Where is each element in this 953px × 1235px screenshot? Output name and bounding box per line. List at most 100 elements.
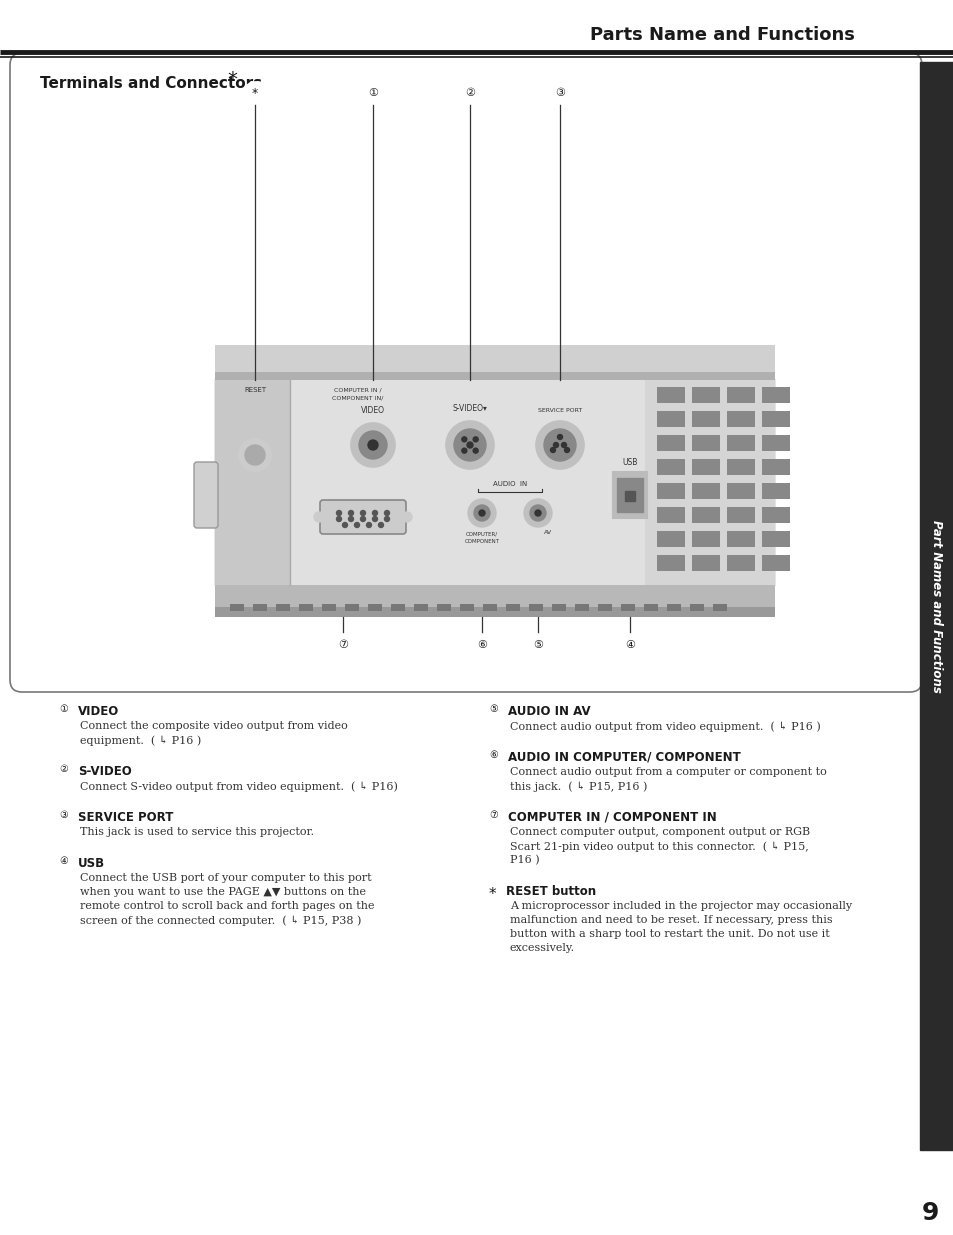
Circle shape [355,522,359,527]
Bar [214,345,774,380]
Text: *: * [488,887,496,902]
Circle shape [56,701,71,718]
Text: excessively.: excessively. [510,944,575,953]
Circle shape [467,442,473,448]
Circle shape [245,445,265,466]
Bar [691,555,720,571]
Text: screen of the connected computer.  ( ↳ P15, P38 ): screen of the connected computer. ( ↳ P1… [80,915,361,925]
Bar [391,604,405,611]
Text: COMPONENT: COMPONENT [464,538,499,543]
Text: AUDIO  IN: AUDIO IN [493,480,527,487]
Text: COMPUTER IN / COMPONENT IN: COMPUTER IN / COMPONENT IN [507,811,716,824]
Bar [726,411,754,427]
FancyBboxPatch shape [319,500,406,534]
Text: Connect the composite video output from video: Connect the composite video output from … [80,721,348,731]
Bar [552,604,565,611]
Text: S-VIDEO: S-VIDEO [78,764,132,778]
Circle shape [358,431,387,459]
Text: P16 ): P16 ) [510,855,539,866]
Bar [322,604,335,611]
Circle shape [361,82,384,104]
Circle shape [550,447,555,452]
Circle shape [473,448,477,453]
Bar [644,380,774,585]
Bar [575,604,588,611]
Circle shape [314,513,324,522]
Circle shape [485,806,501,823]
Text: AUDIO IN COMPUTER/ COMPONENT: AUDIO IN COMPUTER/ COMPONENT [507,751,740,764]
Text: A microprocessor included in the projector may occasionally: A microprocessor included in the project… [510,902,851,911]
Bar [761,387,789,403]
Circle shape [366,522,371,527]
Circle shape [523,499,552,527]
Bar [345,604,358,611]
Circle shape [368,440,377,450]
Text: 9: 9 [921,1200,938,1225]
Bar [761,435,789,451]
Text: ②: ② [464,88,475,98]
Circle shape [530,505,545,521]
Bar [414,604,428,611]
Circle shape [384,510,389,515]
Text: this jack.  ( ↳ P15, P16 ): this jack. ( ↳ P15, P16 ) [510,781,647,792]
Text: ④: ④ [624,640,635,650]
Circle shape [372,516,377,521]
Circle shape [360,510,365,515]
Bar [761,531,789,547]
Text: ⑤: ⑤ [489,704,497,714]
Bar [691,435,720,451]
Circle shape [618,634,640,656]
Text: ⑦: ⑦ [337,640,348,650]
Circle shape [348,516,354,521]
Text: Connect computer output, component output or RGB: Connect computer output, component outpu… [510,827,809,837]
Circle shape [401,513,412,522]
Circle shape [372,510,377,515]
Bar [529,604,542,611]
Text: ⑥: ⑥ [476,640,486,650]
Circle shape [557,435,562,440]
Circle shape [461,437,466,442]
Bar [214,380,774,585]
Circle shape [536,421,583,469]
Text: USB: USB [78,857,105,869]
Text: RESET button: RESET button [505,885,596,898]
Circle shape [348,510,354,515]
Circle shape [478,510,484,516]
Circle shape [351,424,395,467]
Bar [726,387,754,403]
Text: Parts Name and Functions: Parts Name and Functions [590,26,854,44]
Bar [368,604,381,611]
Text: VIDEO: VIDEO [78,705,119,718]
Circle shape [342,522,347,527]
Circle shape [474,505,490,521]
Text: ③: ③ [59,810,69,820]
Bar [761,483,789,499]
Text: ①: ① [59,704,69,714]
Bar [712,604,726,611]
Circle shape [471,634,493,656]
Bar [624,492,635,501]
Text: S-VIDEO▾: S-VIDEO▾ [452,404,487,412]
Bar [214,606,774,618]
Text: equipment.  ( ↳ P16 ): equipment. ( ↳ P16 ) [80,735,201,746]
Circle shape [56,853,71,869]
Text: when you want to use the PAGE ▲▼ buttons on the: when you want to use the PAGE ▲▼ buttons… [80,887,366,897]
Text: *: * [227,69,236,89]
Bar [761,508,789,522]
Bar [691,508,720,522]
Circle shape [336,510,341,515]
Circle shape [239,438,271,471]
Circle shape [56,806,71,823]
Bar [214,585,774,618]
Bar [761,555,789,571]
Bar [726,459,754,475]
Text: Connect audio output from video equipment.  ( ↳ P16 ): Connect audio output from video equipmen… [510,721,820,731]
Bar [657,411,684,427]
Circle shape [336,516,341,521]
Bar [761,411,789,427]
Bar [613,472,646,517]
Circle shape [485,701,501,718]
Bar [214,380,290,585]
Bar [505,604,519,611]
Bar [726,483,754,499]
